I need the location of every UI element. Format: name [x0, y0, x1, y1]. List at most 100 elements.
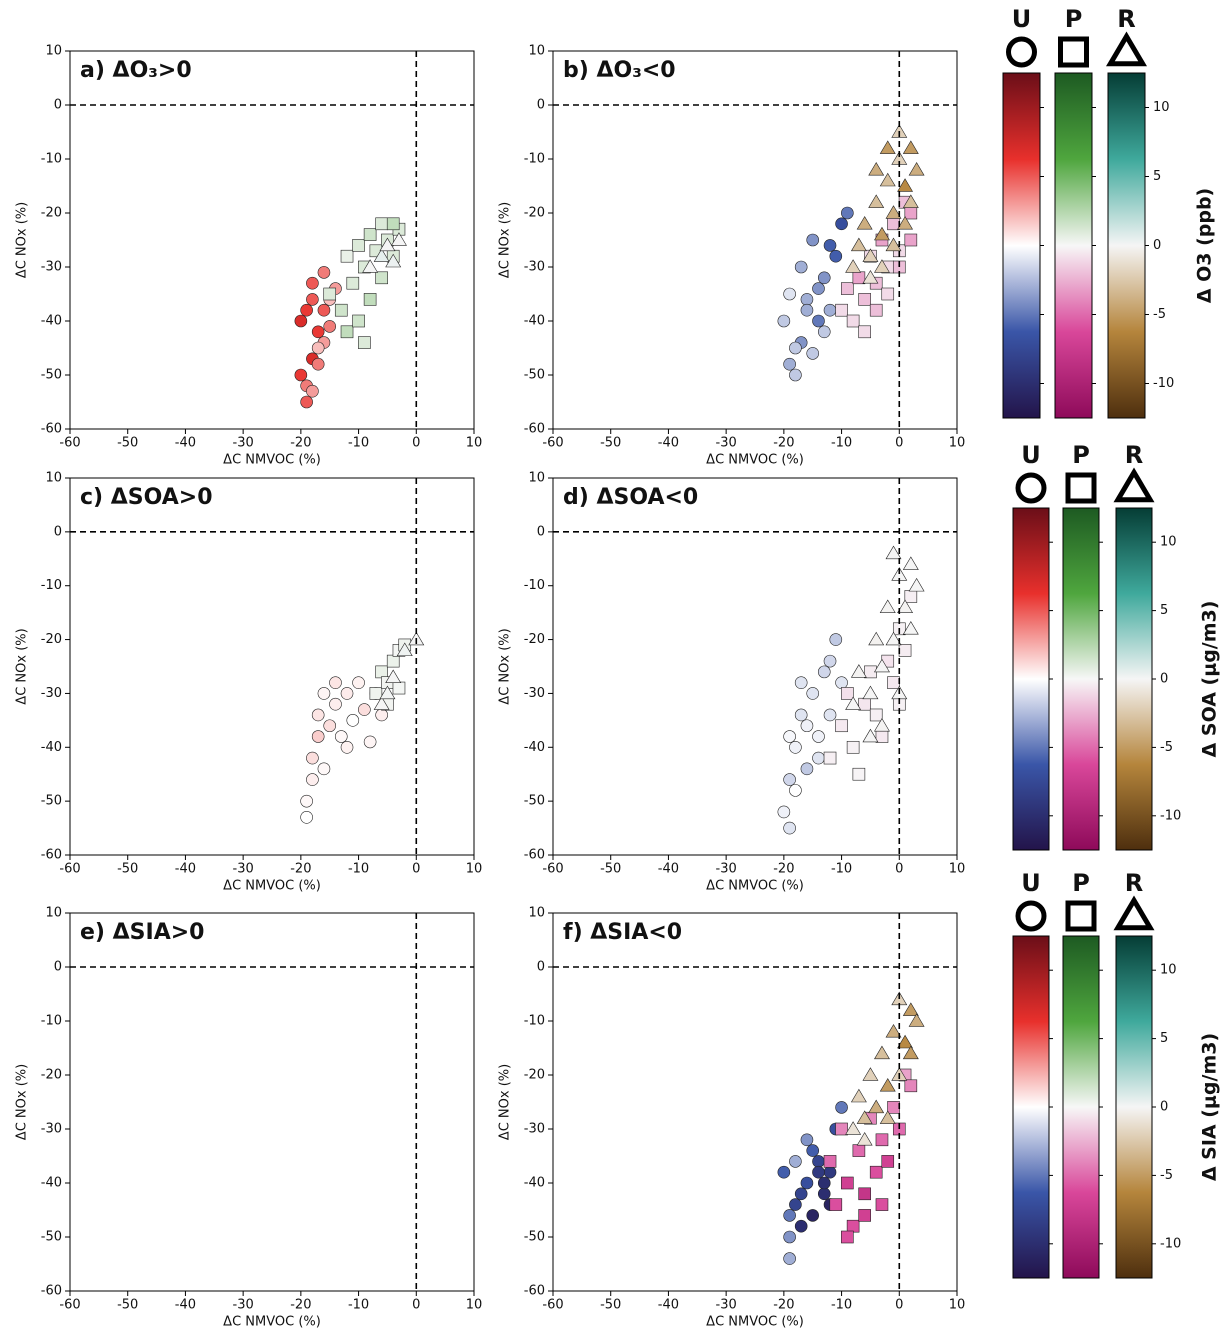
data-point: [789, 740, 802, 754]
data-point: [829, 1198, 843, 1211]
data-point: [340, 249, 354, 263]
data-point: [317, 266, 331, 279]
legend-label: R: [1125, 869, 1143, 897]
y-tick-label: -60: [524, 1284, 545, 1299]
data-point: [800, 719, 814, 733]
data-point: [869, 708, 883, 722]
panel-title: b) ΔO₃<0: [563, 58, 676, 83]
x-tick-label: -30: [233, 436, 254, 451]
data-point: [841, 1176, 854, 1190]
markers: [777, 124, 925, 382]
y-tick-label: -40: [524, 1176, 545, 1191]
colorbar-tick-label: -10: [1153, 376, 1174, 391]
panel-title: a) ΔO₃>0: [80, 58, 192, 83]
data-point: [385, 669, 402, 683]
x-tick-label: -10: [831, 862, 852, 877]
data-point: [373, 248, 390, 262]
data-point: [902, 621, 919, 635]
data-point: [789, 784, 802, 797]
data-point: [887, 1101, 900, 1114]
y-tick-label: -20: [524, 206, 545, 221]
legend-label: P: [1065, 5, 1083, 33]
data-point: [823, 303, 837, 317]
y-tick-label: -10: [524, 152, 545, 167]
x-tick-label: -50: [600, 862, 621, 877]
data-point: [874, 226, 890, 241]
data-point: [306, 384, 319, 398]
y-tick-label: -40: [41, 314, 62, 329]
data-point: [874, 717, 890, 732]
data-point: [879, 1078, 896, 1092]
x-tick-label: 10: [466, 862, 483, 877]
data-point: [783, 287, 796, 301]
data-point: [794, 676, 808, 689]
data-point: [323, 287, 337, 301]
data-point: [823, 751, 837, 765]
data-point: [908, 1013, 925, 1027]
y-tick-label: -20: [41, 206, 62, 221]
y-tick-label: -60: [524, 848, 545, 863]
y-tick-label: -30: [524, 686, 545, 701]
colorbar-label: Δ SIA (μg/m3): [1199, 1033, 1221, 1181]
data-point: [902, 1002, 919, 1016]
data-point: [806, 347, 820, 360]
data-point: [904, 206, 918, 220]
data-point: [777, 805, 791, 819]
data-point: [340, 740, 354, 754]
data-point: [835, 217, 848, 231]
y-tick-label: -10: [524, 578, 545, 593]
x-tick-label: 0: [895, 436, 903, 451]
data-point: [375, 665, 388, 679]
data-point: [908, 577, 925, 592]
data-point: [812, 1165, 825, 1179]
data-point: [800, 293, 814, 306]
colorbar-tick-label: 0: [1160, 672, 1168, 687]
data-point: [800, 762, 814, 776]
plot-area: [552, 477, 958, 856]
data-point: [317, 687, 331, 700]
data-point: [868, 194, 885, 208]
data-point: [879, 140, 896, 154]
data-point: [363, 228, 377, 241]
colorbar-tick-label: 5: [1160, 603, 1168, 618]
data-point: [862, 270, 879, 284]
colorbar-tick-label: 5: [1153, 169, 1161, 184]
data-point: [862, 1067, 879, 1081]
colorbar-label: Δ O3 (ppb): [1194, 188, 1216, 303]
data-point: [835, 303, 848, 317]
data-point: [352, 314, 365, 328]
data-point: [789, 368, 802, 382]
data-point: [800, 303, 814, 317]
y-tick-label: -30: [524, 260, 545, 275]
y-tick-label: -40: [41, 1176, 62, 1191]
data-point: [358, 336, 371, 349]
x-tick-label: 0: [412, 436, 420, 451]
data-point: [850, 237, 867, 252]
y-tick-label: -30: [524, 1122, 545, 1137]
data-point: [334, 730, 348, 743]
y-tick-label: -50: [524, 1230, 545, 1245]
data-point: [777, 1165, 791, 1179]
data-point: [829, 633, 843, 646]
data-point: [396, 642, 413, 657]
data-point: [823, 1155, 837, 1168]
x-tick-label: -60: [59, 436, 80, 451]
data-point: [845, 1121, 862, 1135]
data-point: [311, 708, 325, 722]
x-axis-label: ΔC NMVOC (%): [706, 879, 804, 894]
y-tick-label: -60: [41, 422, 62, 437]
data-point: [311, 341, 325, 355]
legend-label: U: [1021, 441, 1041, 469]
y-tick-label: -60: [524, 422, 545, 437]
y-tick-label: -60: [41, 848, 62, 863]
data-point: [841, 206, 854, 220]
data-point: [850, 664, 867, 678]
data-point: [823, 1165, 837, 1179]
data-point: [875, 1198, 889, 1211]
data-point: [817, 325, 831, 339]
data-point: [379, 237, 396, 252]
legend-marker: [1113, 895, 1155, 931]
data-point: [862, 685, 879, 700]
x-tick-label: -10: [348, 436, 369, 451]
